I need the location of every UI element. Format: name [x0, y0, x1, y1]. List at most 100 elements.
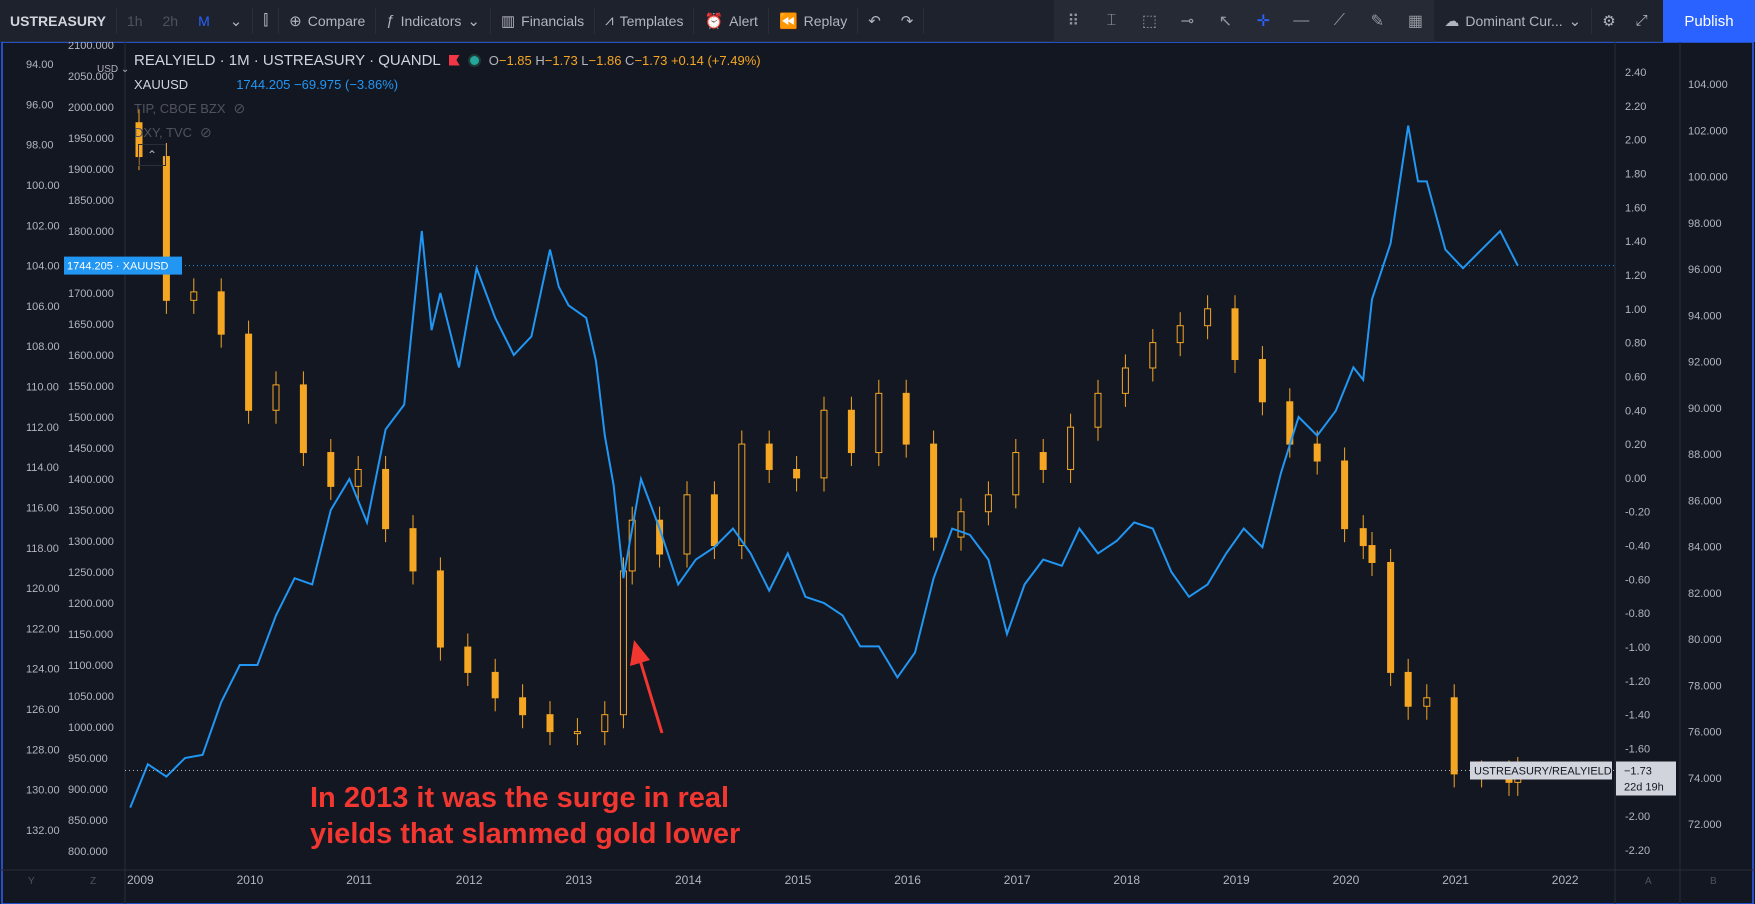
- dxy-tick-label: 96.00: [26, 99, 54, 111]
- indicators-button[interactable]: ƒ Indicators ⌄: [376, 0, 490, 42]
- xauusd-tick-label: 1300.000: [68, 536, 114, 548]
- candles-icon[interactable]: ⫿: [263, 12, 269, 29]
- candle-body: [847, 409, 855, 454]
- x-tick-label: 2019: [1223, 873, 1250, 887]
- realyield-tick-label: 2.40: [1625, 67, 1646, 79]
- interval-month[interactable]: M: [198, 12, 210, 29]
- xauusd-tick-label: 1600.000: [68, 350, 114, 362]
- axis-button-b: B: [1710, 876, 1717, 887]
- annotation-arrow-shaft: [638, 659, 664, 734]
- currency-label: USD ⌄: [97, 64, 129, 75]
- rectangle-select-icon[interactable]: ⬚: [1141, 12, 1157, 30]
- redo-icon[interactable]: ↷: [900, 12, 914, 30]
- x-tick-label: 2012: [456, 873, 483, 887]
- alarm-clock-icon: ⏰: [704, 12, 724, 30]
- dxy-tick-label: 104.00: [26, 261, 60, 273]
- realyield-tick-label: -1.60: [1625, 744, 1650, 756]
- xauusd-tick-label: 2050.000: [68, 71, 114, 83]
- trend-line-icon[interactable]: ⟋: [1333, 11, 1345, 29]
- tip-tick-label: 104.000: [1688, 79, 1728, 91]
- candle-body: [875, 392, 883, 454]
- annotation-line-1: In 2013 it was the surge in real: [310, 782, 730, 814]
- candle-body: [272, 384, 280, 411]
- undo-icon[interactable]: ↶: [868, 12, 881, 30]
- fullscreen-icon[interactable]: ⤢: [1635, 12, 1648, 29]
- financials-button[interactable]: ▥ Financials: [491, 0, 594, 42]
- price-chart[interactable]: 94.00 96.00 98.00 100.00 102.00 104.00 106.00 1…: [0, 42, 1755, 904]
- candle-body: [601, 714, 609, 733]
- xauusd-tick-label: 1400.000: [68, 474, 114, 486]
- legend-dxy-row[interactable]: DXY, TVC ⊘: [134, 120, 761, 144]
- toolbar-divider: [252, 7, 254, 34]
- legend-title[interactable]: REALYIELD · 1M · USTREASURY · QUANDL: [134, 51, 441, 69]
- dxy-tick-label: 128.00: [26, 744, 60, 756]
- legend-xauusd-row[interactable]: XAUUSD 1744.205 −69.975 (−3.86%): [134, 72, 761, 96]
- alert-button[interactable]: ⏰ Alert: [694, 0, 767, 42]
- drag-handle-icon[interactable]: ⠿: [1067, 12, 1080, 30]
- cursor-arrow-icon[interactable]: ↖: [1218, 12, 1233, 30]
- tip-tick-label: 98.000: [1688, 218, 1722, 230]
- horizontal-line-icon[interactable]: ⊸: [1180, 12, 1195, 30]
- xauusd-tick-label: 1900.000: [68, 164, 114, 176]
- tip-tick-label: 94.000: [1688, 310, 1722, 322]
- legend-tip-row[interactable]: TIP, CBOE BZX ⊘: [134, 96, 761, 120]
- eye-crossed-icon[interactable]: ⊘: [200, 123, 212, 140]
- candle-body: [1067, 426, 1075, 470]
- dxy-tick-label: 122.00: [26, 623, 60, 635]
- symbol-search[interactable]: USTREASURY: [10, 12, 106, 29]
- xauusd-tick-label: 1950.000: [68, 133, 114, 145]
- chevron-down-icon: ⌄: [1568, 12, 1582, 30]
- toolbar-divider: [375, 7, 377, 34]
- replay-button[interactable]: ⏪ Replay: [769, 0, 857, 42]
- x-tick-label: 2009: [127, 873, 154, 887]
- chart-frame: [1, 42, 1754, 904]
- candle-body: [1149, 342, 1157, 369]
- realyield-series-name: USTREASURY/REALYIELD: [1474, 766, 1612, 778]
- tip-tick-label: 90.000: [1688, 403, 1722, 415]
- xauusd-tick-label: 900.000: [68, 784, 108, 796]
- text-cursor-icon[interactable]: ⌶: [1106, 11, 1117, 29]
- candle-body: [683, 494, 691, 555]
- xauusd-line: [129, 125, 1519, 808]
- chevron-down-icon[interactable]: ⌄: [229, 12, 243, 30]
- candle-body: [382, 468, 390, 530]
- xauusd-tick-label: 1650.000: [68, 319, 114, 331]
- tip-tick-label: 102.000: [1688, 125, 1728, 137]
- compare-button[interactable]: ⊕ Compare: [279, 0, 375, 42]
- dxy-tick-label: 112.00: [26, 422, 59, 434]
- toolbar-divider: [767, 7, 769, 34]
- crosshair-icon[interactable]: ✛: [1256, 12, 1271, 30]
- gear-icon[interactable]: ⚙: [1602, 12, 1616, 30]
- ohlc-change: +0.14 (+7.49%): [670, 52, 761, 68]
- xauusd-tick-label: 950.000: [68, 753, 108, 765]
- x-tick-label: 2016: [894, 873, 921, 887]
- candle-body: [162, 156, 170, 301]
- candle-body: [1231, 308, 1239, 361]
- tip-tick-label: 78.000: [1688, 680, 1722, 692]
- tip-tick-label: 76.000: [1688, 727, 1722, 739]
- collapse-legend-button[interactable]: ⌃: [138, 144, 166, 166]
- horizontal-ray-icon[interactable]: —: [1293, 11, 1310, 29]
- realyield-tick-label: 1.60: [1625, 202, 1646, 214]
- candle-body: [546, 714, 554, 733]
- templates-button[interactable]: ⩘ Templates: [595, 0, 693, 42]
- realyield-tick-label: 0.20: [1625, 439, 1646, 451]
- toolbar-divider: [693, 7, 695, 34]
- candle-body: [1176, 325, 1184, 344]
- eye-crossed-icon[interactable]: ⊘: [233, 99, 246, 116]
- candle-body: [820, 409, 828, 479]
- realyield-tick-label: -1.00: [1625, 642, 1650, 654]
- candle-body: [1450, 697, 1458, 775]
- dominant-currency-select[interactable]: ☁ Dominant Cur... ⌄: [1434, 0, 1591, 42]
- grid-icon[interactable]: ▦: [1407, 12, 1423, 30]
- interval-1h[interactable]: 1h: [126, 12, 143, 29]
- dxy-tick-label: 118.00: [26, 543, 59, 555]
- candle-body: [1258, 359, 1266, 403]
- realyield-tick-label: -2.20: [1625, 845, 1650, 857]
- annotation-line-2: yields that slammed gold lower: [310, 818, 741, 850]
- candle-body: [1204, 308, 1212, 327]
- x-tick-label: 2013: [565, 873, 592, 887]
- interval-2h[interactable]: 2h: [162, 12, 179, 29]
- publish-button[interactable]: Publish: [1663, 0, 1755, 42]
- brush-icon[interactable]: ✎: [1370, 12, 1385, 30]
